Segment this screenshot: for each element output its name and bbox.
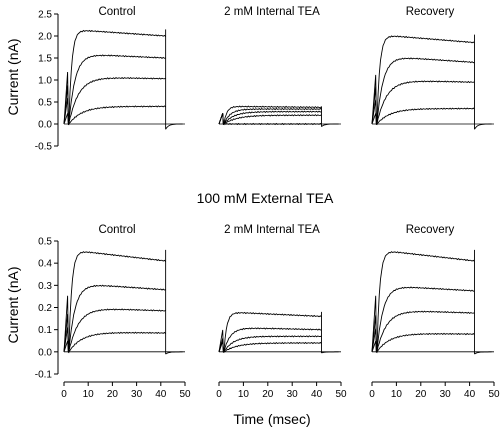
panel-title-bottom-control: Control bbox=[98, 224, 135, 236]
tail-current bbox=[474, 123, 492, 130]
current-trace bbox=[63, 29, 166, 126]
y-tick-label: 0.4 bbox=[38, 259, 52, 270]
x-tick-label: 10 bbox=[391, 389, 403, 400]
current-trace bbox=[218, 311, 322, 353]
y-tick-label: 2.5 bbox=[38, 10, 52, 21]
current-trace bbox=[63, 331, 166, 353]
tail-current bbox=[474, 351, 492, 355]
current-trace bbox=[371, 332, 475, 353]
current-trace bbox=[218, 335, 322, 354]
y-tick-label: -0.1 bbox=[35, 370, 53, 381]
y-axis-label-bottom: Current (nA) bbox=[5, 266, 21, 343]
panel-title-top-recovery: Recovery bbox=[406, 6, 455, 18]
current-trace bbox=[63, 284, 166, 353]
x-tick-label: 50 bbox=[335, 389, 347, 400]
tail-current bbox=[165, 351, 183, 355]
current-trace bbox=[218, 107, 322, 126]
y-tick-label: 1.5 bbox=[38, 54, 52, 65]
current-trace bbox=[63, 54, 166, 125]
panel-title-bottom-internal-tea: 2 mM Internal TEA bbox=[224, 224, 320, 236]
current-trace bbox=[63, 105, 166, 126]
y-tick-label: 0.3 bbox=[38, 281, 52, 292]
x-tick-label: 30 bbox=[131, 389, 143, 400]
y-tick-label: 1.0 bbox=[38, 76, 52, 87]
current-trace bbox=[63, 251, 166, 353]
x-tick-label: 30 bbox=[287, 389, 299, 400]
y-tick-label: 0.5 bbox=[38, 98, 52, 109]
y-tick-label: 2.0 bbox=[38, 32, 52, 43]
y-tick-label: 0.5 bbox=[38, 237, 52, 248]
y-tick-label: 0.0 bbox=[38, 120, 52, 131]
current-trace bbox=[218, 113, 322, 126]
panel-title-top-internal-tea: 2 mM Internal TEA bbox=[224, 6, 320, 18]
x-tick-label: 40 bbox=[155, 389, 167, 400]
x-tick-label: 40 bbox=[311, 389, 323, 400]
current-trace bbox=[63, 77, 166, 126]
x-tick-label: 0 bbox=[61, 389, 67, 400]
current-trace bbox=[371, 310, 475, 354]
x-tick-label: 10 bbox=[238, 389, 250, 400]
x-tick-label: 40 bbox=[464, 389, 476, 400]
current-trace bbox=[371, 35, 475, 126]
current-trace bbox=[371, 57, 475, 125]
x-tick-label: 0 bbox=[216, 389, 222, 400]
y-tick-label: 0.2 bbox=[38, 303, 52, 314]
x-tick-label: 20 bbox=[107, 389, 119, 400]
x-tick-label: 0 bbox=[369, 389, 375, 400]
x-axis-label: Time (msec) bbox=[233, 411, 310, 427]
x-tick-label: 50 bbox=[488, 389, 500, 400]
tail-current bbox=[321, 123, 339, 127]
y-axis-label-top: Current (nA) bbox=[5, 38, 21, 115]
x-tick-label: 20 bbox=[415, 389, 427, 400]
current-trace bbox=[371, 107, 475, 126]
x-tick-label: 50 bbox=[179, 389, 191, 400]
plot-area: 2.5 2.0 1.5 1.0 0.5 0.0 -0.5 0.5 0.4 0.3 0.2 0.1 0.0… bbox=[35, 10, 500, 401]
current-trace bbox=[218, 113, 322, 126]
current-trace bbox=[218, 110, 322, 125]
x-tick-label: 20 bbox=[262, 389, 274, 400]
x-tick-label: 10 bbox=[83, 389, 95, 400]
tail-current bbox=[165, 123, 183, 130]
current-trace bbox=[371, 80, 475, 126]
current-trace bbox=[218, 105, 322, 126]
y-tick-label: 0.1 bbox=[38, 325, 52, 336]
y-tick-label: -0.5 bbox=[35, 142, 53, 153]
middle-title: 100 mM External TEA bbox=[197, 190, 334, 206]
current-trace bbox=[218, 341, 322, 353]
current-trace bbox=[218, 327, 322, 353]
x-tick-label: 30 bbox=[440, 389, 452, 400]
y-tick-label: 0.0 bbox=[38, 347, 52, 358]
current-trace bbox=[63, 308, 166, 354]
panel-title-top-control: Control bbox=[98, 6, 135, 18]
panel-title-bottom-recovery: Recovery bbox=[406, 224, 455, 236]
tail-current bbox=[321, 351, 339, 354]
current-trace bbox=[371, 251, 475, 353]
current-trace bbox=[371, 286, 475, 353]
